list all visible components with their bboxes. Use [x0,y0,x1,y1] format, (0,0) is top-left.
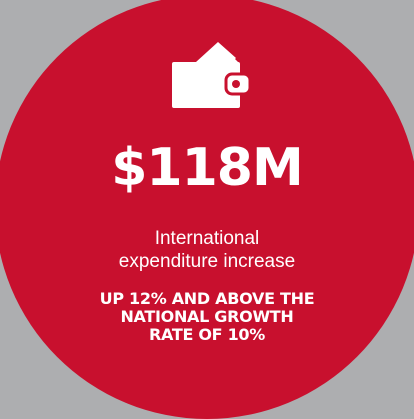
wallet-icon [172,42,252,108]
stat-label-line-1: International [154,228,260,249]
growth-note-line-2: NATIONAL GROWTH [120,307,294,326]
growth-note-line-3: RATE OF 10% [149,325,265,344]
stat-label: International expenditure increase [80,227,334,273]
stat-label-line-2: expenditure increase [118,251,296,272]
growth-note: UP 12% AND ABOVE THE NATIONAL GROWTH RAT… [70,290,344,344]
headline-value: $118M [111,138,303,198]
growth-note-line-1: UP 12% AND ABOVE THE [99,289,315,308]
